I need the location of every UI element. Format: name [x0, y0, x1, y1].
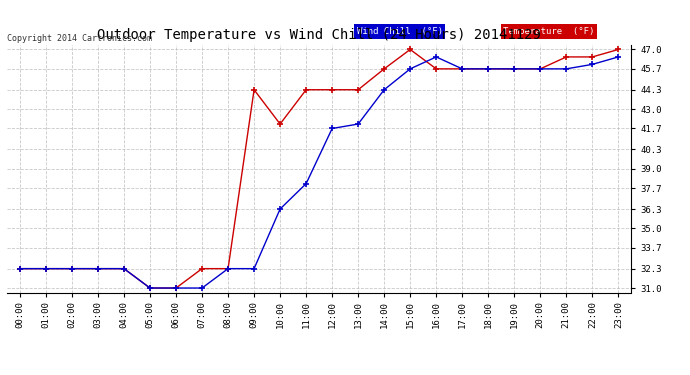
Text: Wind Chill  (°F): Wind Chill (°F): [357, 27, 442, 36]
Title: Outdoor Temperature vs Wind Chill (24 Hours) 20141129: Outdoor Temperature vs Wind Chill (24 Ho…: [97, 28, 541, 42]
Text: Temperature  (°F): Temperature (°F): [503, 27, 595, 36]
Text: Copyright 2014 Cartronics.com: Copyright 2014 Cartronics.com: [7, 34, 152, 43]
